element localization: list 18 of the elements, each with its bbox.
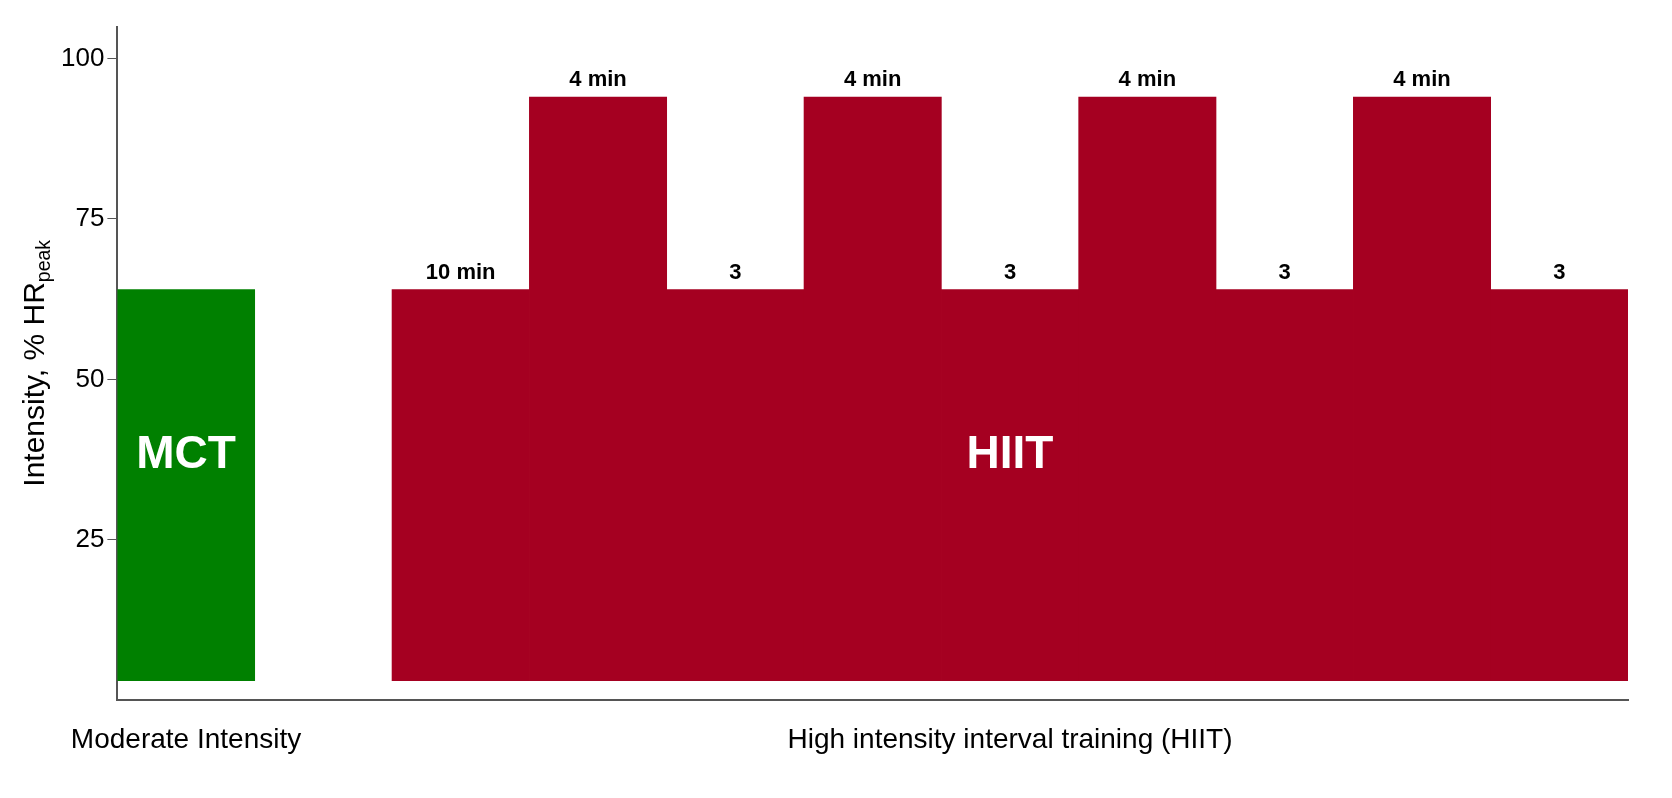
text: Moderate Intensity: [70, 722, 302, 754]
annotation: 3: [1553, 258, 1566, 284]
annotation: 10 min: [425, 258, 496, 284]
annotation: 4 min: [843, 66, 902, 92]
annotation: MCT: [136, 425, 236, 478]
y-tick-label: 75: [75, 202, 105, 233]
text: High intensity interval training (HIIT): [787, 722, 1233, 754]
y-axis-title: Intensity, % HRpeak: [17, 239, 55, 487]
y-tick-label: 50: [75, 362, 105, 393]
annotation: 3: [1003, 258, 1017, 284]
y-tick-label: 100: [60, 41, 105, 72]
annotation: 4 min: [1118, 66, 1177, 92]
annotation: 4 min: [569, 66, 627, 92]
y-tick-label: 25: [75, 522, 105, 553]
annotation: 4 min: [1393, 66, 1451, 92]
annotation: 3: [729, 258, 742, 284]
annotation: 3: [1278, 258, 1291, 284]
annotation: HIIT: [966, 425, 1054, 478]
